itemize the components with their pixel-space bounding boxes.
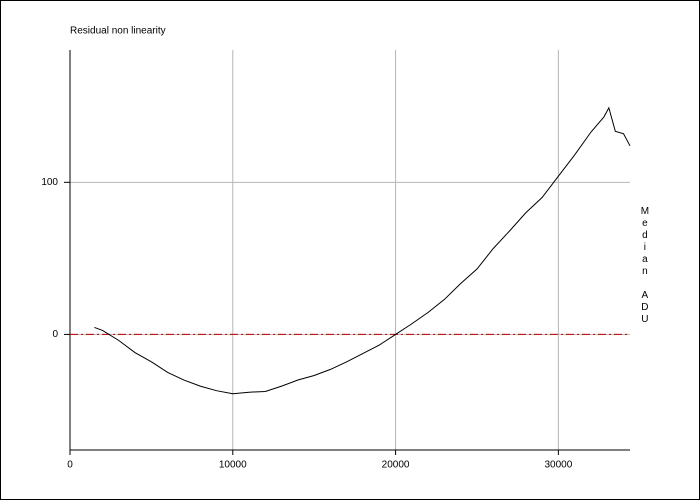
y-axis-label: Median ADU <box>639 206 650 326</box>
y-tick-label: 0 <box>52 329 58 340</box>
x-tick-label: 0 <box>67 460 73 471</box>
x-tick-label: 10000 <box>219 460 247 471</box>
data-line <box>94 106 631 395</box>
x-tick-label: 30000 <box>544 460 572 471</box>
x-tick-label: 20000 <box>382 460 410 471</box>
chart-title: Residual non linearity <box>70 26 166 37</box>
y-tick-label: 100 <box>41 177 58 188</box>
